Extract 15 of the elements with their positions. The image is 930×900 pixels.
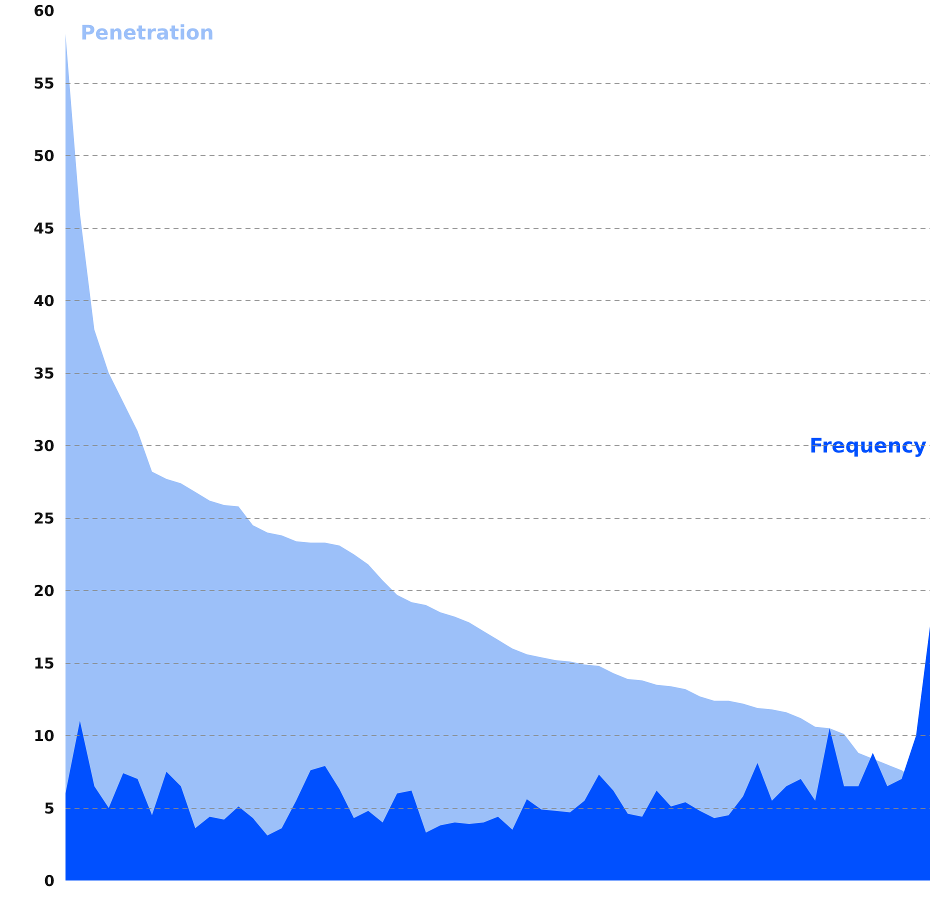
y-tick-label: 45 (34, 220, 54, 238)
y-tick-label: 60 (34, 2, 54, 20)
y-tick-label: 0 (44, 872, 54, 890)
y-tick-label: 25 (34, 510, 54, 528)
y-tick-label: 55 (34, 74, 54, 92)
y-tick-label: 40 (34, 292, 54, 310)
y-tick-label: 50 (34, 147, 54, 165)
text: Frequency (809, 434, 926, 458)
y-tick-label: 10 (34, 727, 54, 745)
y-tick-label: 20 (34, 582, 54, 600)
y-tick-label: 35 (34, 364, 54, 382)
y-tick-label: 30 (34, 437, 54, 455)
series-label: Penetration (80, 20, 214, 44)
y-tick-label: 5 (44, 800, 54, 818)
y-tick-label: 15 (34, 654, 54, 672)
